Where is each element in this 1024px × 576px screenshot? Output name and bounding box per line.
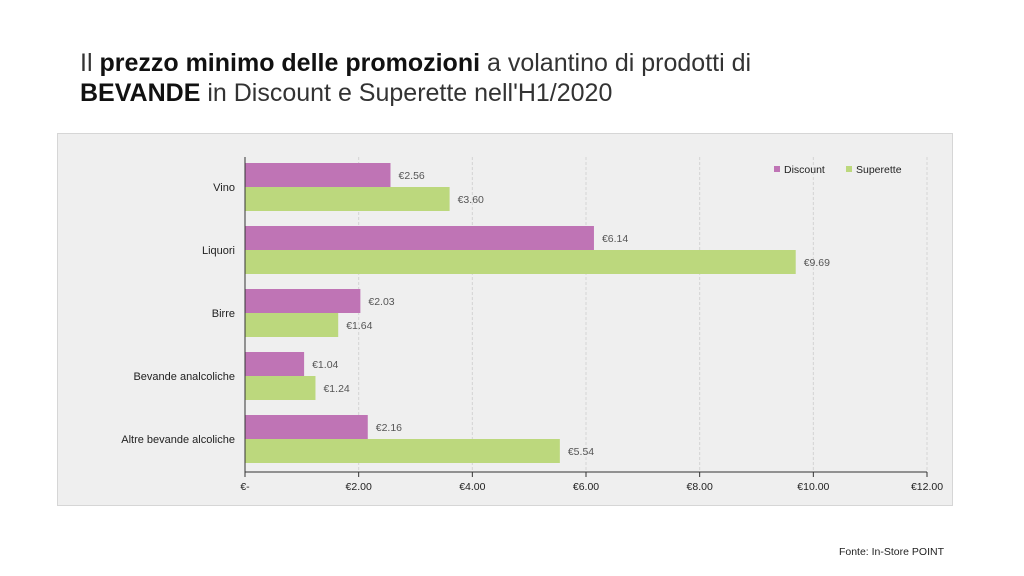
bar-superette: [245, 376, 316, 400]
bar-discount: [245, 163, 391, 187]
data-label: €1.64: [346, 320, 372, 332]
category-label: Birre: [212, 308, 235, 320]
bar-superette: [245, 439, 560, 463]
title-line-1: Il prezzo minimo delle promozioni a vola…: [80, 48, 960, 78]
x-tick-label: €6.00: [573, 481, 599, 493]
bar-discount: [245, 226, 594, 250]
title-line1-bold: prezzo minimo delle promozioni: [99, 49, 481, 77]
data-label: €1.24: [323, 383, 349, 395]
x-tick-label: €-: [240, 481, 250, 493]
category-label: Bevande analcoliche: [133, 371, 235, 383]
data-label: €5.54: [568, 446, 594, 458]
data-label: €9.69: [804, 257, 830, 269]
chart-panel: €2.56 €3.60 Vino €6.14 €9.69 Liquori €2.03 €1.6…: [57, 133, 953, 506]
title-line2-bold: BEVANDE: [80, 79, 201, 107]
data-label: €3.60: [458, 194, 484, 206]
bar-discount: [245, 415, 368, 439]
x-tick-label: €8.00: [687, 481, 713, 493]
legend: Discount Superette: [774, 164, 902, 176]
x-tick-label: €12.00: [911, 481, 943, 493]
bar-superette: [245, 250, 796, 274]
legend-swatch: [774, 166, 780, 172]
data-label: €2.56: [398, 170, 424, 182]
chart-title: Il prezzo minimo delle promozioni a vola…: [80, 48, 960, 108]
bar-superette: [245, 187, 450, 211]
title-line2-post: in Discount e Superette nell'H1/2020: [200, 79, 613, 107]
data-label: €1.04: [312, 359, 338, 371]
category-label: Altre bevande alcoliche: [121, 434, 235, 446]
title-line1-pre: Il: [80, 49, 100, 77]
bar-superette: [245, 313, 339, 337]
legend-label: Discount: [784, 164, 825, 176]
category-label: Liquori: [202, 245, 235, 257]
bar-chart: €2.56 €3.60 Vino €6.14 €9.69 Liquori €2.03 €1.6…: [121, 157, 943, 493]
x-tick-label: €4.00: [459, 481, 485, 493]
x-tick-label: €2.00: [346, 481, 372, 493]
title-line1-post: a volantino di prodotti di: [480, 49, 752, 77]
legend-label: Superette: [856, 164, 902, 176]
title-line-2: BEVANDE in Discount e Superette nell'H1/…: [80, 78, 960, 108]
legend-swatch: [846, 166, 852, 172]
bar-discount: [245, 289, 361, 313]
source-note: Fonte: In-Store POINT: [838, 546, 944, 558]
x-tick-label: €10.00: [797, 481, 829, 493]
data-label: €6.14: [602, 233, 628, 245]
data-label: €2.16: [376, 422, 402, 434]
data-label: €2.03: [368, 296, 394, 308]
category-label: Vino: [213, 182, 235, 194]
bar-discount: [245, 352, 305, 376]
